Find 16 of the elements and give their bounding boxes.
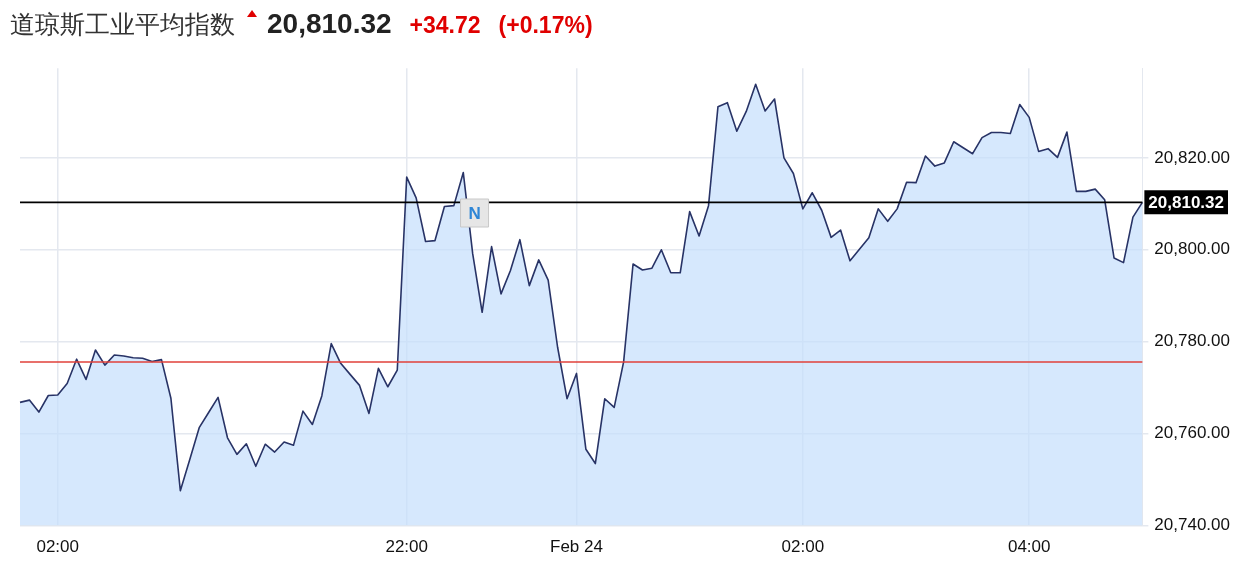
y-tick-label: 20,800.00 xyxy=(1154,239,1231,259)
x-tick-label: Feb 24 xyxy=(550,537,603,557)
y-tick-label: 20,740.00 xyxy=(1154,515,1231,535)
chart-title: 道琼斯工业平均指数 xyxy=(10,9,235,41)
annotation: N xyxy=(468,203,481,223)
y-tick-label: 20,760.00 xyxy=(1154,423,1231,443)
ref-line-label: 20,810.32 xyxy=(1148,193,1225,213)
text: +34.72 xyxy=(409,12,481,39)
text: (+0.17%) xyxy=(498,12,593,39)
text: 20,810.32 xyxy=(267,8,392,40)
x-tick-label: 04:00 xyxy=(1007,537,1051,557)
y-tick-label: 20,820.00 xyxy=(1154,147,1231,167)
x-tick-label: 22:00 xyxy=(385,537,428,557)
y-tick-label: 20,780.00 xyxy=(1154,331,1231,351)
x-tick-label: 02:00 xyxy=(781,537,825,557)
x-tick-label: 02:00 xyxy=(36,537,79,557)
